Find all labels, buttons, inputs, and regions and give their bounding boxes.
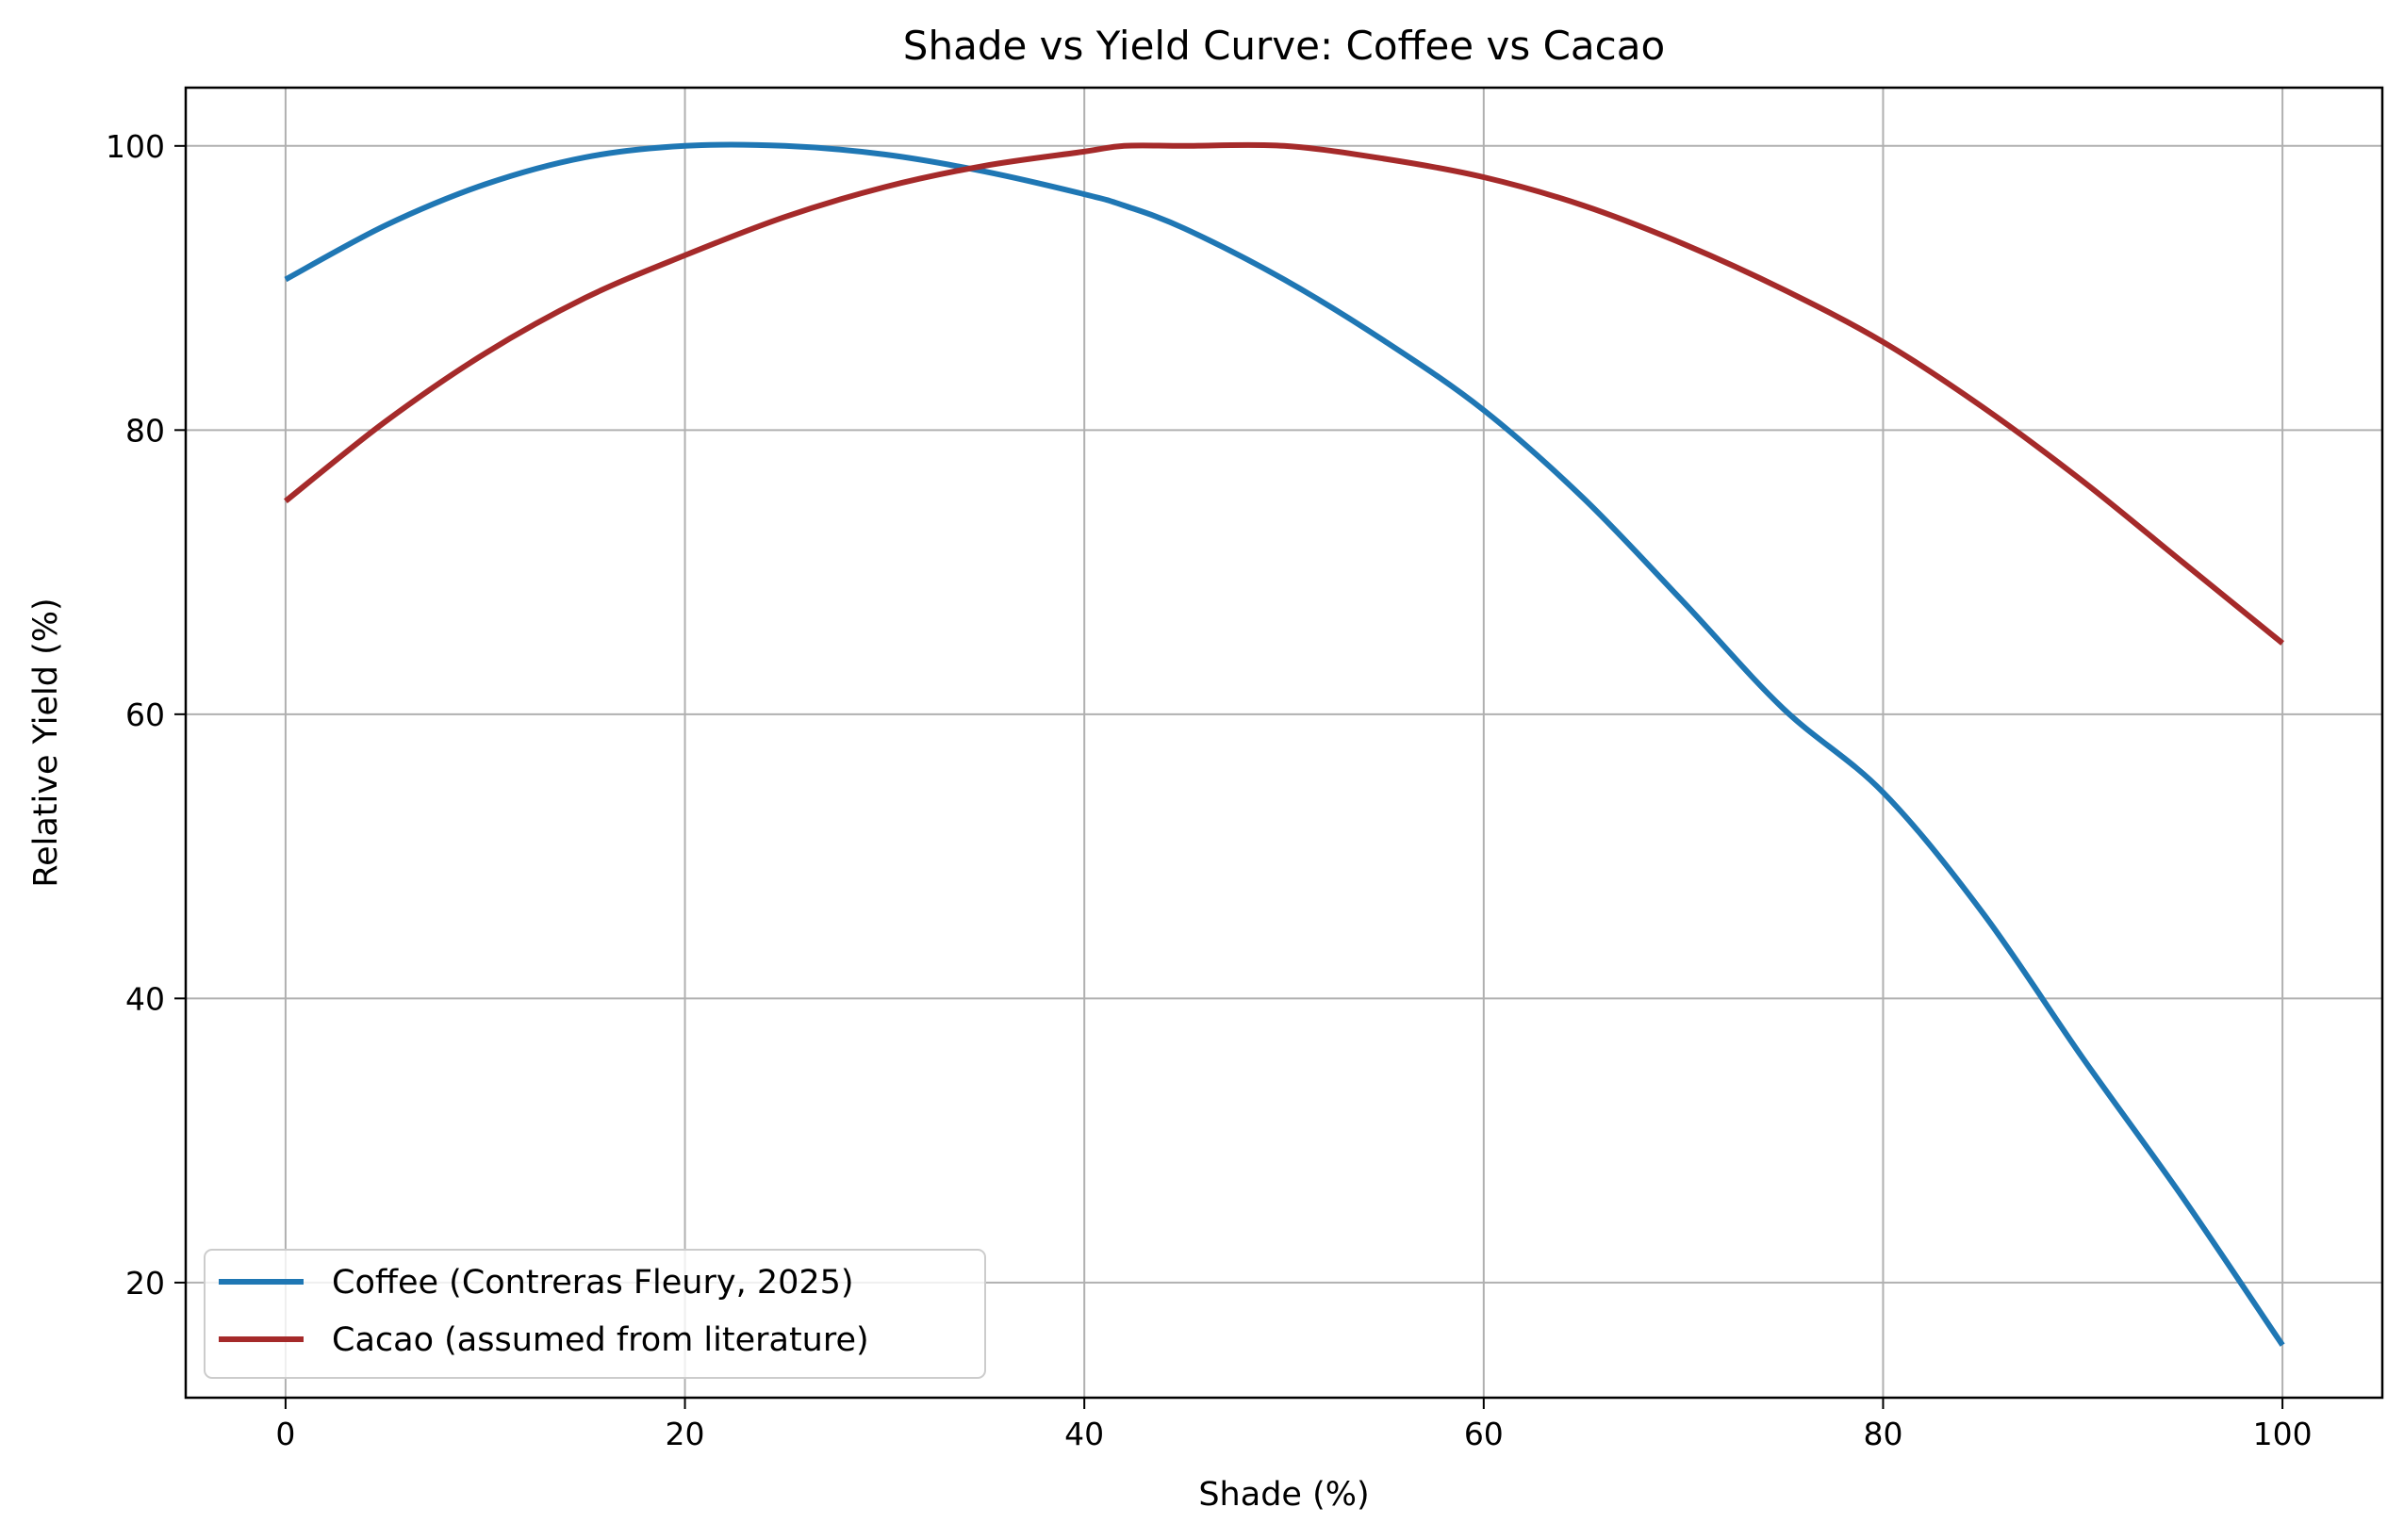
x-tick-label: 20 <box>666 1416 705 1452</box>
y-axis-label: Relative Yield (%) <box>27 598 65 887</box>
series-line-cacao <box>284 141 2284 646</box>
y-tick-label: 100 <box>106 128 165 165</box>
legend-box <box>204 1249 986 1379</box>
legend: Coffee (Contreras Fleury, 2025) Cacao (a… <box>204 1249 986 1379</box>
x-axis-label: Shade (%) <box>1198 1476 1369 1514</box>
y-tick-label: 20 <box>125 1265 165 1302</box>
series-lines <box>284 141 2285 1347</box>
legend-label-cacao: Cacao (assumed from literature) <box>332 1321 869 1359</box>
x-tick-label: 100 <box>2253 1416 2313 1452</box>
y-tick-label: 40 <box>125 980 165 1017</box>
series-line-coffee <box>284 141 2285 1347</box>
chart-title: Shade vs Yield Curve: Coffee vs Cacao <box>903 23 1665 69</box>
legend-label-coffee: Coffee (Contreras Fleury, 2025) <box>332 1264 854 1302</box>
y-tick-label: 60 <box>125 696 165 733</box>
x-tick-label: 40 <box>1064 1416 1104 1452</box>
y-tick-label: 80 <box>125 412 165 449</box>
x-tick-label: 60 <box>1464 1416 1504 1452</box>
x-tick-label: 80 <box>1863 1416 1902 1452</box>
plot-frame <box>184 86 2384 1400</box>
axis-ticks: 0 20 40 60 80 100 20 40 60 80 100 <box>106 128 2313 1452</box>
x-tick-label: 0 <box>275 1416 295 1452</box>
